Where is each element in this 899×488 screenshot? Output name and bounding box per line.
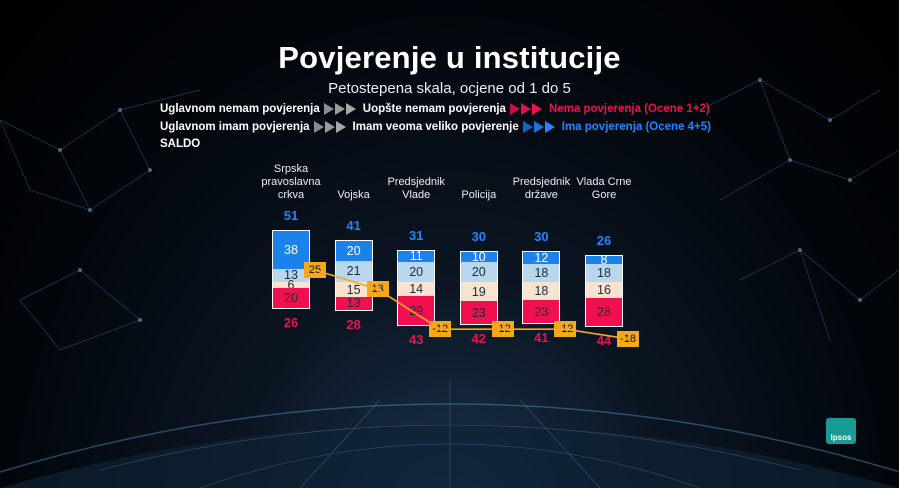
legend-total-trust: Ima povjerenja (Ocene 4+5) (561, 121, 711, 133)
saldo-badge: 25 (304, 262, 326, 278)
segment-value-label: 29 (409, 303, 424, 318)
segment-value-label: 38 (284, 242, 298, 257)
segment-value-label: 20 (284, 290, 298, 305)
legend-mostly-trust: Uglavnom imam povjerenja (160, 121, 310, 133)
bar-segment-neutral: 6 (272, 278, 310, 292)
bar-segment-mostly-trust: 20 (459, 261, 498, 282)
total-trust-label: 31 (408, 228, 424, 244)
bar-segment-neutral: 19 (459, 282, 498, 302)
bar-segment-no-trust: 20 (272, 288, 310, 309)
saldo-badge: -18 (617, 330, 639, 347)
bar-segment-no-trust: 13 (334, 296, 373, 311)
bar-segment-neutral: 18 (522, 282, 561, 301)
category-label: Policija (461, 189, 497, 201)
segment-value-label: 10 (471, 249, 486, 264)
segment-value-label: 15 (346, 282, 361, 297)
bar-segment-mostly-trust: 18 (522, 263, 561, 282)
ipsos-logo: Ipsos (826, 418, 856, 444)
segment-value-label: 13 (284, 268, 298, 283)
category-label: Predsjednik države (512, 176, 571, 201)
segment-value-label: 19 (471, 284, 486, 299)
total-trust-label: 26 (596, 233, 612, 249)
segment-value-label: 6 (287, 278, 295, 293)
legend-saldo: SALDO (160, 138, 201, 150)
category-label: Srpska pravoslavna crkva (261, 163, 321, 201)
total-trust-label: 41 (346, 218, 361, 234)
segment-value-label: 28 (597, 305, 611, 320)
segment-value-label: 18 (534, 284, 549, 299)
bar-segment-mostly-trust: 18 (585, 263, 623, 282)
bar-segment-very-high: 20 (334, 240, 373, 261)
total-trust-label: 51 (283, 207, 299, 223)
bar-segment-mostly-trust: 20 (397, 261, 436, 282)
category-label: Vojska (337, 189, 370, 201)
segment-value-label: 23 (534, 304, 549, 319)
ipsos-logo-text: Ipsos (830, 433, 852, 442)
total-trust-label: 30 (534, 229, 549, 245)
bar-segment-neutral: 16 (585, 282, 623, 299)
segment-value-label: 20 (471, 264, 486, 279)
legend-total-no-trust: Nema povjerenja (Ocene 1+2) (548, 103, 710, 115)
segment-value-label: 18 (597, 265, 611, 280)
segment-value-label: 20 (346, 243, 361, 258)
bar-segment-mostly-trust: 21 (334, 260, 373, 282)
segment-value-label: 14 (409, 282, 424, 297)
legend-row-distrust: Uglavnom nemam povjerenja Uopšte nemam p… (160, 103, 710, 115)
total-no-trust-label: 26 (283, 314, 299, 330)
grey-arrows-icon (323, 103, 357, 115)
legend-mostly-no-trust: Uglavnom nemam povjerenja (160, 103, 320, 115)
segment-value-label: 23 (471, 305, 486, 320)
red-arrows-icon (509, 103, 543, 115)
chart-title: Povjerenje u institucije (278, 40, 621, 75)
category-label: Vlada Crne Gore (576, 176, 632, 201)
bar-segment-very-high: 38 (272, 229, 310, 269)
legend-no-trust-at-all: Uopšte nemam povjerenja (362, 103, 506, 115)
saldo-badge: 13 (366, 281, 389, 298)
segment-value-label: 20 (409, 264, 424, 279)
total-trust-label: 30 (471, 229, 487, 245)
bar-segment-very-high: 10 (459, 249, 498, 264)
segment-value-label: 12 (534, 251, 549, 266)
legend-row-trust: Uglavnom imam povjerenja Imam veoma veli… (160, 121, 711, 133)
segment-value-label: 16 (597, 283, 611, 298)
bar-segment-very-high: 8 (585, 253, 623, 267)
segment-value-label: 21 (346, 264, 361, 279)
grey-arrows-icon (313, 121, 347, 133)
segment-value-label: 11 (409, 249, 423, 264)
bar-segment-very-high: 12 (522, 251, 561, 266)
chart-subtitle: Petostepena skala, ocjene od 1 do 5 (328, 80, 571, 97)
legend-very-high-trust: Imam veoma veliko povjerenje (352, 121, 519, 133)
blue-arrows-icon (522, 121, 556, 133)
bar-segment-very-high: 11 (397, 249, 436, 264)
total-no-trust-label: 28 (346, 316, 361, 332)
segment-value-label: 18 (534, 265, 549, 280)
category-label: Predsjednik Vlade (387, 176, 445, 201)
bar-segment-neutral: 14 (397, 282, 436, 297)
bar-segment-no-trust: 28 (585, 298, 623, 327)
segment-value-label: 8 (600, 253, 608, 268)
segment-value-label: 13 (346, 296, 361, 311)
